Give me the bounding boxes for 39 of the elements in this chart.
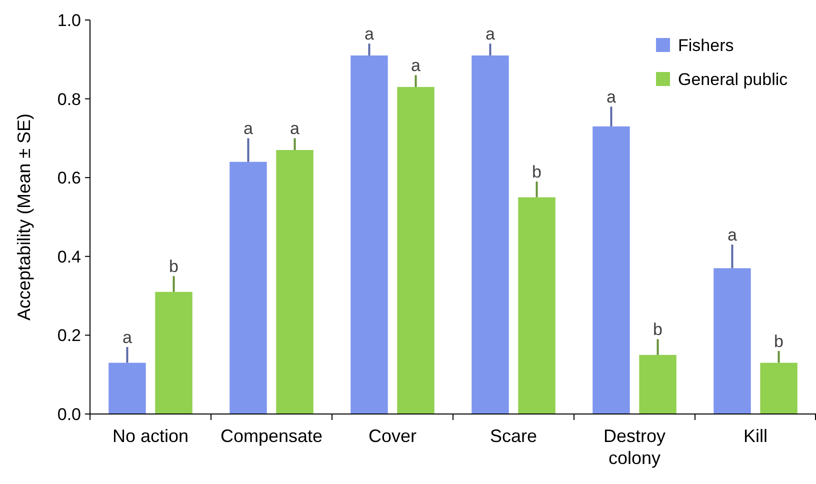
data-label: a (411, 56, 422, 76)
data-label: b (532, 162, 542, 182)
y-tick-label: 0.8 (57, 90, 81, 109)
bar (276, 150, 314, 414)
bar (592, 126, 630, 414)
y-tick-label: 0.2 (57, 326, 81, 346)
data-label: a (122, 328, 132, 348)
data-label: b (169, 257, 179, 276)
y-tick-label: 0.4 (57, 247, 81, 266)
bar (155, 292, 192, 414)
data-label: a (606, 88, 616, 107)
bar (108, 362, 146, 414)
x-tick-label: Destroy colony (603, 426, 666, 468)
data-label: b (653, 320, 663, 340)
bar (397, 86, 434, 414)
y-tick-label: 0.0 (57, 404, 81, 424)
bar (230, 162, 267, 414)
data-label: a (364, 24, 374, 44)
data-label: a (243, 119, 254, 138)
y-axis-title: Acceptability (Mean ± SE) (14, 114, 34, 320)
bar (714, 268, 751, 414)
bar (639, 354, 676, 414)
data-label: b (774, 332, 784, 351)
y-tick-label: 1.0 (57, 10, 81, 30)
x-tick-label: Compensate (220, 426, 323, 446)
x-tick-label: No action (112, 426, 189, 446)
data-label: a (727, 226, 738, 245)
y-tick-label: 0.6 (57, 168, 81, 188)
x-tick-label: Kill (743, 426, 768, 446)
legend-label: General public (678, 70, 788, 89)
bar (472, 55, 509, 414)
data-label: a (485, 24, 496, 44)
x-tick-label: Scare (490, 426, 538, 446)
bar (518, 197, 556, 414)
legend-label: Fishers (678, 36, 734, 55)
x-tick-label: Cover (368, 426, 417, 446)
bar (350, 55, 388, 414)
data-label: a (290, 119, 300, 138)
bar (760, 362, 798, 414)
